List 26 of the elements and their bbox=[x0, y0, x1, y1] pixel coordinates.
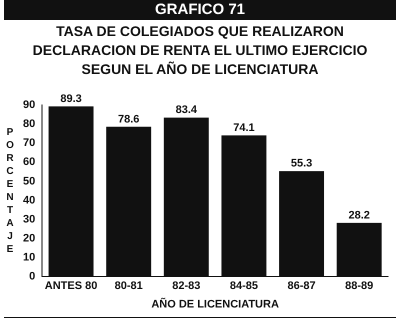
data-label: 55.3 bbox=[290, 158, 312, 170]
x-tick-label: 84-85 bbox=[230, 280, 258, 292]
y-tick-label: 30 bbox=[22, 213, 36, 226]
x-tick-label: 88-89 bbox=[345, 280, 374, 292]
y-tick-label: 10 bbox=[22, 252, 36, 264]
y-tick-label: 90 bbox=[22, 99, 36, 112]
data-label: 74.1 bbox=[233, 122, 255, 134]
x-tick-label: 86-87 bbox=[287, 280, 316, 292]
x-tick-label: 82-83 bbox=[172, 280, 200, 292]
y-tick-label: 60 bbox=[22, 156, 36, 168]
y-tick-label: 80 bbox=[22, 118, 36, 130]
y-tick-label: 40 bbox=[22, 194, 36, 206]
data-label: 28.2 bbox=[348, 209, 370, 222]
y-tick-label: 50 bbox=[22, 175, 36, 188]
data-label: 83.4 bbox=[176, 104, 198, 116]
y-tick-label: 70 bbox=[22, 137, 36, 150]
y-tick-label: 0 bbox=[29, 270, 36, 283]
x-tick-label: ANTES 80 bbox=[44, 280, 98, 292]
x-axis-title: AÑO DE LICENCIATURA bbox=[151, 297, 279, 310]
data-label: 89.3 bbox=[60, 92, 82, 105]
y-tick-label: 20 bbox=[22, 232, 36, 244]
text: PORCENTAJE bbox=[6, 127, 14, 256]
x-tick-label: 80-81 bbox=[114, 280, 143, 292]
text: GRAFICO 71 bbox=[4, 0, 396, 20]
data-label: 78.6 bbox=[118, 113, 140, 126]
chart-title: TASA DE COLEGIADOS QUE REALIZARON DECLARACION DE RENTA EL ULTIMO EJERCICIO SEGUN EL AÑO DE LICENCIATURA bbox=[32, 22, 368, 79]
